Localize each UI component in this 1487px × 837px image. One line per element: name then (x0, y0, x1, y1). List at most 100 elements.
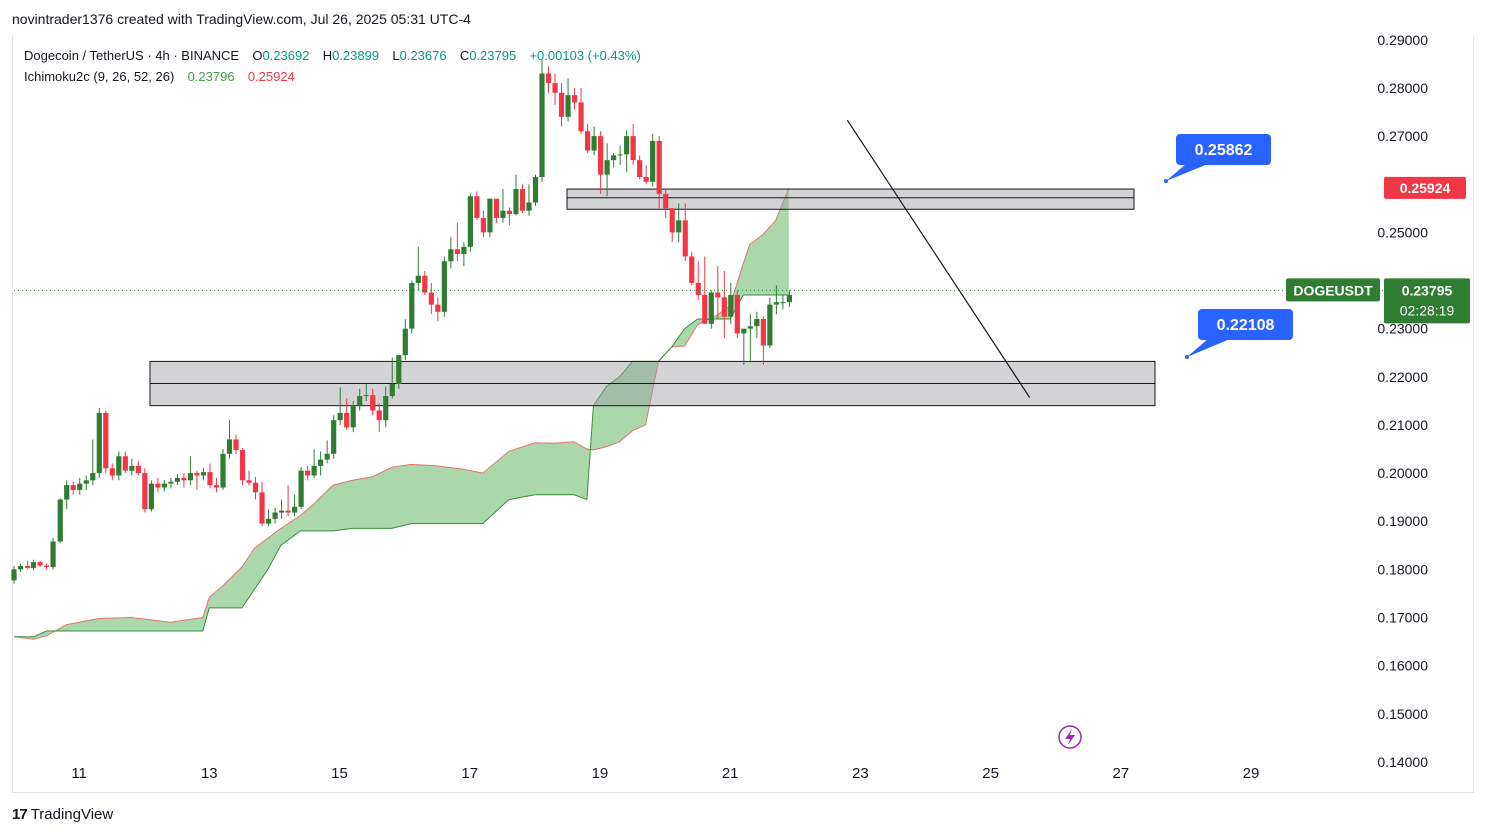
candle-body[interactable] (103, 412, 109, 469)
candle-body[interactable] (233, 439, 239, 450)
candle-body[interactable] (161, 483, 167, 488)
candle-body[interactable] (767, 304, 773, 346)
candle-body[interactable] (155, 483, 161, 488)
candle-body[interactable] (246, 480, 252, 483)
candle-body[interactable] (213, 485, 220, 488)
candle-body[interactable] (617, 154, 623, 156)
candle-body[interactable] (487, 198, 493, 233)
candle-body[interactable] (200, 472, 207, 476)
candle-body[interactable] (597, 136, 604, 175)
candle-body[interactable] (656, 140, 662, 194)
candle-body[interactable] (565, 95, 571, 117)
candle-body[interactable] (786, 294, 793, 303)
candle-body[interactable] (96, 412, 102, 474)
candle-body[interactable] (259, 492, 265, 524)
candle-body[interactable] (480, 217, 487, 233)
candle-body[interactable] (558, 92, 565, 117)
candle-body[interactable] (552, 83, 558, 93)
candle-body[interactable] (760, 319, 766, 346)
candle-body[interactable] (37, 562, 43, 566)
candle-body[interactable] (168, 481, 174, 484)
candle-body[interactable] (435, 304, 441, 312)
candle-body[interactable] (389, 384, 395, 397)
candle-body[interactable] (311, 465, 317, 476)
candle-body[interactable] (220, 453, 226, 488)
candle-body[interactable] (207, 472, 213, 486)
candle-body[interactable] (142, 473, 148, 510)
candle-body[interactable] (30, 562, 37, 568)
candle-body[interactable] (50, 541, 56, 567)
candle-body[interactable] (239, 449, 246, 481)
candle-body[interactable] (441, 261, 447, 312)
candle-body[interactable] (272, 512, 278, 519)
candle-body[interactable] (292, 506, 298, 513)
candle-body[interactable] (702, 294, 708, 324)
candle-body[interactable] (773, 302, 779, 305)
candle-body[interactable] (493, 198, 500, 218)
candle-body[interactable] (721, 297, 727, 317)
candle-body[interactable] (109, 468, 115, 476)
callout-box[interactable] (1198, 309, 1293, 340)
candle-body[interactable] (324, 453, 330, 460)
candle-body[interactable] (630, 136, 636, 161)
candle-body[interactable] (135, 465, 141, 474)
candle-body[interactable] (448, 249, 454, 262)
candle-body[interactable] (226, 439, 233, 454)
candle-body[interactable] (780, 302, 786, 304)
candle-body[interactable] (350, 405, 356, 428)
candle-body[interactable] (663, 193, 669, 209)
candle-body[interactable] (148, 483, 154, 510)
candle-body[interactable] (715, 292, 721, 298)
candle-body[interactable] (474, 196, 480, 218)
candle-body[interactable] (611, 155, 617, 161)
candle-body[interactable] (174, 477, 181, 482)
candle-body[interactable] (422, 275, 428, 293)
candle-body[interactable] (187, 473, 194, 481)
trendline[interactable] (846, 119, 1031, 398)
candle-body[interactable] (734, 294, 740, 334)
candle-body[interactable] (265, 518, 272, 524)
candle-body[interactable] (513, 189, 519, 215)
candle-body[interactable] (650, 140, 656, 182)
candle-body[interactable] (454, 249, 460, 255)
candle-body[interactable] (604, 160, 610, 175)
candle-body[interactable] (298, 470, 304, 507)
candle-body[interactable] (728, 294, 734, 317)
candle-body[interactable] (337, 412, 343, 421)
candle-body[interactable] (17, 565, 24, 570)
candle-body[interactable] (357, 396, 363, 406)
candle-body[interactable] (689, 256, 695, 283)
candle-body[interactable] (526, 202, 532, 211)
candle-body[interactable] (539, 73, 545, 178)
candle-body[interactable] (409, 282, 415, 329)
candle-body[interactable] (428, 292, 434, 305)
candle-body[interactable] (402, 328, 408, 356)
candle-body[interactable] (637, 160, 643, 178)
candle-body[interactable] (415, 275, 421, 283)
candle-body[interactable] (643, 177, 649, 182)
candle-body[interactable] (708, 292, 714, 324)
support-resistance-zone[interactable] (566, 188, 1135, 210)
candle-body[interactable] (669, 208, 675, 233)
legend-indicator[interactable]: Ichimoku2c (9, 26, 52, 26) (24, 69, 175, 84)
candle-body[interactable] (305, 470, 311, 476)
candle-body[interactable] (344, 412, 350, 428)
candle-body[interactable] (116, 456, 122, 476)
candle-body[interactable] (64, 485, 70, 500)
candle-body[interactable] (591, 136, 597, 151)
candle-body[interactable] (676, 220, 682, 233)
candle-body[interactable] (70, 485, 76, 490)
candle-body[interactable] (376, 410, 382, 421)
candle-body[interactable] (83, 480, 89, 484)
candle-body[interactable] (25, 565, 31, 568)
candle-body[interactable] (129, 465, 135, 471)
footer-brand[interactable]: 17 TradingView (12, 806, 113, 823)
candle-body[interactable] (383, 396, 389, 421)
candle-body[interactable] (90, 473, 96, 481)
candle-body[interactable] (331, 420, 337, 454)
candle-body[interactable] (545, 73, 552, 84)
candle-body[interactable] (396, 355, 402, 385)
candle-body[interactable] (370, 395, 376, 411)
candle-body[interactable] (571, 95, 578, 103)
